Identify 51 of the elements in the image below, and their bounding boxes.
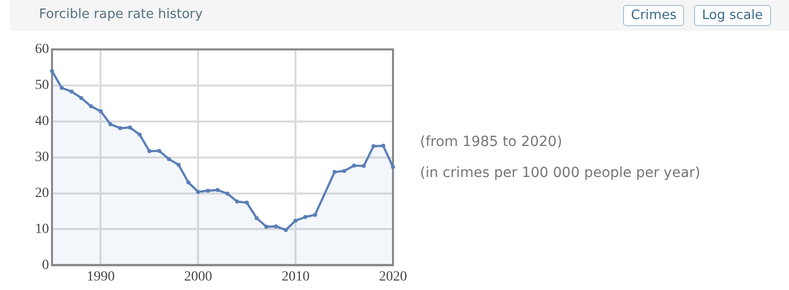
point (157, 148, 162, 153)
point (391, 165, 395, 170)
point (362, 164, 366, 168)
chart-title: Forcible rape rate history (39, 7, 203, 22)
point (352, 164, 356, 168)
point (206, 188, 210, 193)
x-tick-label: 2000 (184, 269, 212, 284)
point (69, 89, 74, 94)
point (166, 157, 171, 162)
point (138, 132, 142, 137)
point (264, 224, 268, 229)
point (50, 68, 54, 73)
text: Log scale (694, 5, 771, 26)
y-tick-label: 60 (35, 42, 49, 58)
y-tick-label: 10 (35, 222, 49, 237)
point (98, 109, 103, 114)
point (244, 200, 249, 205)
point (235, 200, 240, 204)
point (118, 126, 122, 130)
y-tick-label: 30 (35, 150, 49, 165)
text: (in crimes per 100 000 people per year) (420, 165, 700, 181)
point (372, 144, 376, 148)
point (60, 86, 64, 90)
point (128, 125, 132, 130)
point (176, 162, 181, 167)
point (216, 188, 220, 192)
point (196, 190, 200, 194)
point (381, 144, 386, 148)
x-tick-label: 1990 (86, 269, 115, 284)
point (79, 96, 84, 100)
point (303, 215, 308, 220)
text: (from 1985 to 2020) (420, 134, 562, 150)
point (313, 212, 318, 217)
x-tick-label: 2020 (379, 269, 407, 284)
point (225, 192, 230, 196)
point (274, 224, 278, 228)
point (88, 104, 93, 108)
y-tick-label: 0 (42, 258, 49, 273)
point (284, 228, 288, 232)
y-tick-label: 50 (35, 78, 49, 94)
point (108, 122, 112, 126)
point (294, 218, 298, 223)
point (254, 216, 259, 220)
point (332, 170, 337, 174)
y-tick-label: 40 (35, 114, 49, 130)
point (147, 149, 152, 154)
point (342, 168, 346, 173)
text: Crimes (623, 5, 684, 26)
y-tick-label: 20 (35, 186, 49, 201)
point (186, 180, 190, 184)
x-tick-label: 2010 (282, 269, 310, 284)
